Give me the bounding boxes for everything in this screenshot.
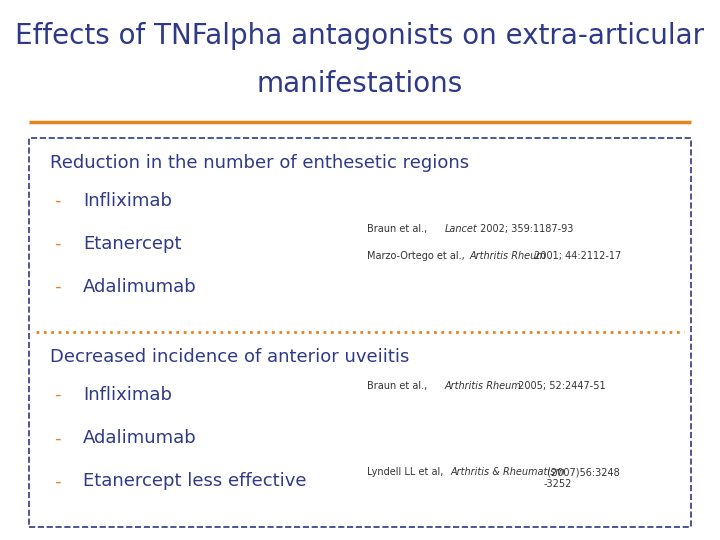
Text: -: - — [54, 192, 60, 210]
Text: -: - — [54, 386, 60, 404]
Text: Lyndell LL et al,: Lyndell LL et al, — [367, 467, 446, 477]
Text: Decreased incidence of anterior uveiitis: Decreased incidence of anterior uveiitis — [50, 348, 410, 366]
Text: Arthritis & Rheumatism: Arthritis & Rheumatism — [451, 467, 565, 477]
Text: Arthritis Rheum: Arthritis Rheum — [469, 251, 546, 261]
Text: (2007)56:3248
-3252: (2007)56:3248 -3252 — [544, 467, 619, 489]
Text: 2001; 44:2112-17: 2001; 44:2112-17 — [531, 251, 621, 261]
Text: Etanercept: Etanercept — [83, 235, 181, 253]
Text: -: - — [54, 278, 60, 296]
Text: Lancet: Lancet — [445, 224, 477, 234]
Text: Braun et al.,: Braun et al., — [367, 224, 431, 234]
Text: Reduction in the number of enthesetic regions: Reduction in the number of enthesetic re… — [50, 154, 469, 172]
Text: Adalimumab: Adalimumab — [83, 429, 197, 447]
Text: Arthritis Rheum: Arthritis Rheum — [445, 381, 522, 391]
Text: manifestations: manifestations — [257, 70, 463, 98]
Text: Braun et al.,: Braun et al., — [367, 381, 431, 391]
Text: -: - — [54, 429, 60, 447]
Text: Etanercept less effective: Etanercept less effective — [83, 472, 306, 490]
Text: Adalimumab: Adalimumab — [83, 278, 197, 296]
Text: 2005; 52:2447-51: 2005; 52:2447-51 — [515, 381, 606, 391]
Text: -: - — [54, 472, 60, 490]
Text: Effects of TNFalpha antagonists on extra-articular: Effects of TNFalpha antagonists on extra… — [15, 22, 705, 50]
Text: -: - — [54, 235, 60, 253]
Text: Infliximab: Infliximab — [83, 386, 172, 404]
Text: 2002; 359:1187-93: 2002; 359:1187-93 — [477, 224, 573, 234]
Text: Marzo-Ortego et al.,: Marzo-Ortego et al., — [367, 251, 468, 261]
Text: Infliximab: Infliximab — [83, 192, 172, 210]
